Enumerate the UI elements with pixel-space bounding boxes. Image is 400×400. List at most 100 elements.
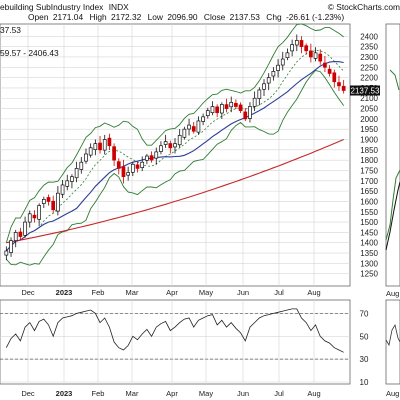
candle-body (220, 104, 224, 114)
last-price-marker (350, 85, 380, 96)
bb-upper-line (5, 23, 344, 243)
rsi-x-tick: 2023 (56, 389, 73, 398)
right-chart-price (385, 181, 400, 251)
candle-body (271, 71, 276, 77)
candle-body (252, 97, 257, 107)
price-x-tick: May (199, 288, 213, 297)
rsi-path (5, 308, 344, 353)
candle-body (41, 199, 46, 204)
header: ebuilding SubIndustry Index INDX © Stock… (0, 2, 400, 58)
candle-body (215, 106, 220, 114)
open-label: Open (28, 12, 49, 22)
moving-averages (5, 50, 344, 252)
right-rsi-frame (385, 299, 400, 385)
low-value: 2096.90 (167, 12, 198, 22)
price-y-tick: 2000 (360, 115, 378, 124)
candle-body (135, 164, 140, 169)
price-y-tick: 1650 (360, 187, 378, 196)
price-x-tick: Dec (21, 288, 35, 297)
rsi-y-tick: 50 (360, 332, 369, 341)
candle-body (262, 83, 266, 90)
candle-body (191, 126, 196, 132)
price-y-tick: 1450 (360, 228, 378, 237)
candle-body (234, 102, 238, 107)
candle-body (294, 40, 299, 46)
bb-lower-line (5, 70, 345, 266)
candle-body (84, 153, 88, 162)
open-value: 2171.04 (53, 12, 84, 22)
rsi-y-tick: 30 (360, 355, 369, 364)
high-label: High (89, 12, 107, 22)
rsi-line (5, 308, 344, 353)
price-x-tick: Jun (237, 288, 249, 297)
rsi-y-axis: 70 50 30 10 (360, 309, 369, 387)
price-y-tick: 2350 (360, 43, 378, 52)
low-label: Low (148, 12, 164, 22)
candle-body (37, 205, 41, 220)
candle-body (107, 137, 112, 147)
candle-body (79, 161, 84, 170)
high-value: 2172.32 (111, 12, 142, 22)
candle-body (126, 172, 130, 176)
rsi-grid (0, 300, 350, 384)
candle-body (140, 161, 145, 168)
candle-body (323, 62, 327, 68)
candle-body (4, 250, 9, 256)
candle-body (318, 53, 323, 62)
rsi-x-axis: Dec 2023 Feb Mar Apr May Jun Jul Aug (21, 389, 320, 398)
candle-body (177, 135, 182, 146)
price-x-tick: 2023 (56, 288, 73, 297)
candle-body (196, 120, 201, 133)
price-x-tick: Feb (92, 288, 105, 297)
svg-text:Open 2171.04 High: Open 2171.04 High 2172.32 Low 2096.90 Cl… (28, 12, 344, 22)
candle-body (98, 142, 102, 151)
ma-short-line (6, 50, 344, 252)
candle-body (205, 110, 210, 116)
candle-body (46, 197, 51, 202)
candle-body (102, 139, 107, 151)
chg-label: Chg (266, 12, 282, 22)
price-y-tick: 1900 (360, 136, 378, 145)
right-chart-bb (385, 169, 400, 241)
candle-body (304, 45, 309, 52)
price-y-axis: 2400235023002250220021502100205020001950… (350, 32, 380, 279)
price-y-tick: 2400 (360, 32, 378, 41)
price-x-axis: Dec 2023 Feb Mar Apr May Jun Jul Aug (21, 288, 320, 297)
candle-body (243, 111, 248, 120)
candle-body (56, 192, 60, 212)
candle-body (159, 145, 163, 152)
candle-body (18, 231, 23, 237)
candle-body (51, 200, 56, 211)
candle-body (238, 104, 243, 111)
price-y-tick: 2050 (360, 105, 378, 114)
rsi-x-tick: Mar (126, 389, 139, 398)
price-x-tick: Mar (126, 288, 139, 297)
rsi-y-tick: 10 (360, 378, 369, 387)
last-price-label: 2137.53 (351, 86, 380, 95)
rsi-x-tick: Feb (92, 389, 105, 398)
price-y-tick: 1700 (360, 177, 378, 186)
candle-body (248, 106, 252, 119)
price-y-tick: 1250 (360, 270, 378, 279)
right-x-tick-1: Aug (386, 289, 399, 298)
bb-range: 59.57 - 2406.43 (0, 48, 59, 58)
candle-body (168, 143, 173, 149)
price-y-tick: 1600 (360, 197, 378, 206)
right-rsi-line (385, 323, 400, 347)
candle-body (145, 155, 149, 161)
candle-body (173, 143, 177, 148)
right-chart-bb-upper (389, 69, 400, 91)
candle-body (313, 52, 318, 59)
rsi-panel-frame (0, 299, 351, 385)
price-grid (0, 24, 350, 286)
candle-body (112, 146, 116, 161)
candle-body (70, 176, 74, 182)
rsi-x-tick: Aug (307, 389, 320, 398)
close-value: 2137.53 (230, 12, 261, 22)
candle-body (341, 85, 346, 91)
rsi-x-tick: Dec (21, 389, 35, 398)
candle-body (280, 58, 285, 66)
candle-body (201, 116, 205, 122)
price-y-tick: 1500 (360, 218, 378, 227)
